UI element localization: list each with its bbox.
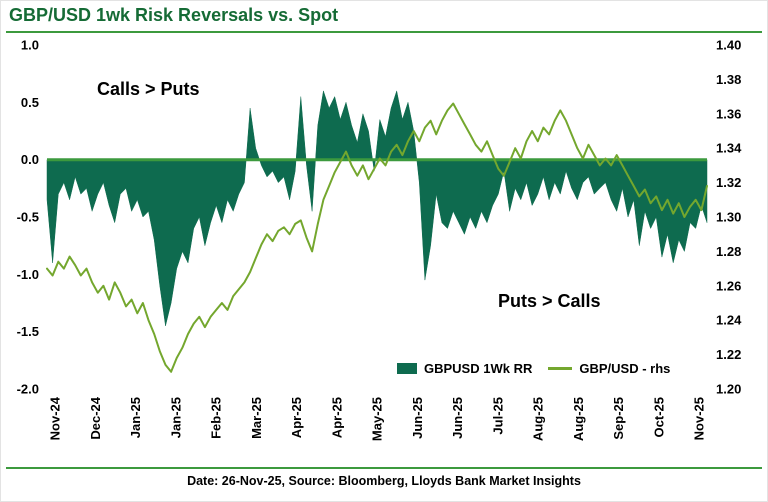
x-axis-tick-label: May-25 — [370, 397, 385, 441]
right-axis-tick-label: 1.36 — [716, 106, 741, 121]
x-axis-tick-label: Jan-25 — [168, 397, 183, 438]
x-axis-tick-label: Nov-24 — [48, 396, 63, 440]
footer-divider — [6, 467, 762, 469]
left-axis-tick-label: -1.0 — [17, 267, 39, 282]
title-divider — [6, 31, 762, 33]
rr-area-series — [46, 89, 708, 326]
right-axis-tick-label: 1.22 — [716, 347, 741, 362]
left-axis-tick-label: 1.0 — [21, 38, 39, 53]
x-axis-tick-label: Aug-25 — [531, 397, 546, 441]
left-axis-tick-label: -0.5 — [17, 210, 39, 225]
x-axis-tick-label: Feb-25 — [209, 397, 224, 439]
x-axis-tick-label: Nov-25 — [692, 397, 707, 440]
footer-source: Date: 26-Nov-25, Source: Bloomberg, Lloy… — [187, 474, 581, 488]
x-axis-tick-label: Jan-25 — [128, 397, 143, 438]
left-axis-tick-label: -2.0 — [17, 382, 39, 397]
legend-label-spot: GBP/USD - rhs — [579, 361, 671, 376]
x-axis-tick-label: Mar-25 — [249, 397, 264, 439]
x-axis-tick-label: Apr-25 — [289, 397, 304, 438]
x-axis-tick-label: Aug-25 — [571, 397, 586, 441]
annotation-calls-gt-puts: Calls > Puts — [97, 79, 200, 99]
x-axis-tick-label: Apr-25 — [329, 397, 344, 438]
x-axis-tick-label: Sep-25 — [611, 397, 626, 440]
x-axis-tick-label: Dec-24 — [88, 396, 103, 439]
legend-label-rr: GBPUSD 1Wk RR — [424, 361, 533, 376]
x-axis-tick-label: Jun-25 — [410, 397, 425, 439]
left-axis-tick-label: 0.0 — [21, 152, 39, 167]
annotation-puts-gt-calls: Puts > Calls — [498, 291, 601, 311]
right-axis-tick-label: 1.40 — [716, 38, 741, 53]
page-title: GBP/USD 1wk Risk Reversals vs. Spot — [9, 5, 339, 25]
left-axis-tick-label: -1.5 — [17, 324, 39, 339]
right-axis-tick-label: 1.20 — [716, 382, 741, 397]
right-axis-tick-label: 1.24 — [716, 313, 742, 328]
legend: GBPUSD 1Wk RR GBP/USD - rhs — [397, 361, 670, 376]
right-axis-tick-label: 1.34 — [716, 141, 742, 156]
left-axis-tick-label: 0.5 — [21, 95, 39, 110]
right-axis-tick-label: 1.30 — [716, 210, 741, 225]
legend-line-swatch-icon — [548, 367, 573, 370]
right-axis-tick-label: 1.28 — [716, 244, 741, 259]
right-axis-tick-label: 1.32 — [716, 175, 741, 190]
spot-line-series — [46, 102, 708, 373]
x-axis-tick-label: Jul-25 — [490, 397, 505, 435]
legend-area-swatch-icon — [397, 363, 417, 374]
x-axis-tick-label: Oct-25 — [651, 397, 666, 437]
right-axis-tick-label: 1.38 — [716, 72, 741, 87]
right-axis-tick-label: 1.26 — [716, 278, 741, 293]
x-axis-tick-label: Jun-25 — [450, 397, 465, 439]
